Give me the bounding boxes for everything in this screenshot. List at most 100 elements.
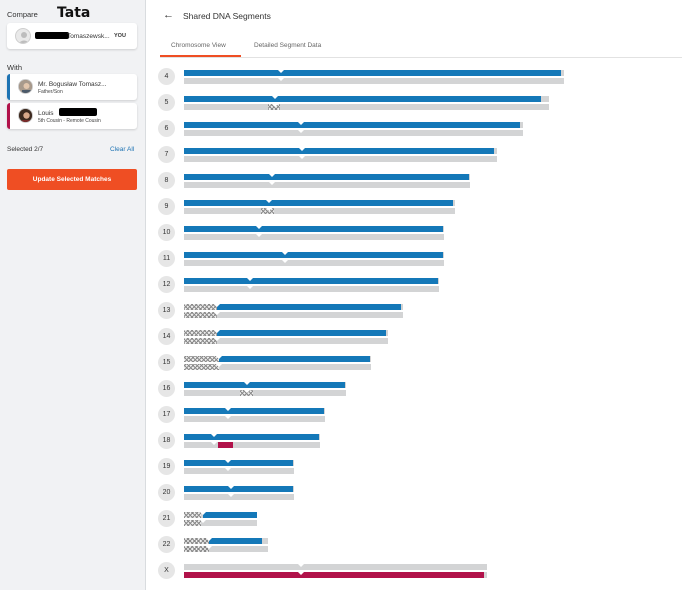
shared-segment-match-1[interactable] bbox=[184, 70, 561, 76]
shared-segment-match-1[interactable] bbox=[184, 486, 293, 492]
compare-sidebar: Compare Tata Tomaszewsk... YOU With Mr. … bbox=[0, 0, 146, 590]
no-data-region[interactable] bbox=[184, 312, 217, 318]
chromosome-label: 6 bbox=[158, 120, 175, 137]
shared-segment-match-2[interactable] bbox=[184, 572, 484, 578]
centromere-marker bbox=[200, 520, 206, 523]
chromosome-label: 18 bbox=[158, 432, 175, 449]
chromosome-bar[interactable] bbox=[184, 442, 320, 448]
handwritten-annotation: Tata bbox=[57, 5, 91, 21]
shared-segment-match-2[interactable] bbox=[218, 442, 233, 448]
match-relation: Father/Son bbox=[38, 89, 63, 95]
shared-segment-match-1[interactable] bbox=[184, 122, 520, 128]
no-data-region[interactable] bbox=[240, 390, 253, 396]
no-data-region[interactable] bbox=[261, 208, 274, 214]
shared-segment-match-1[interactable] bbox=[184, 460, 293, 466]
shared-segment-match-1[interactable] bbox=[217, 330, 386, 336]
no-data-region[interactable] bbox=[184, 304, 217, 310]
chromosome-label: 14 bbox=[158, 328, 175, 345]
chromosome-bar[interactable] bbox=[184, 104, 549, 110]
shared-segment-match-1[interactable] bbox=[209, 538, 262, 544]
chromosome-label: 15 bbox=[158, 354, 175, 371]
chromosome-bar[interactable] bbox=[184, 234, 444, 240]
centromere-marker bbox=[256, 226, 262, 229]
active-tab-indicator bbox=[160, 55, 241, 57]
centromere-marker bbox=[211, 442, 217, 445]
chromosome-bar[interactable] bbox=[184, 208, 455, 214]
shared-segment-match-1[interactable] bbox=[184, 148, 494, 154]
shared-segment-match-1[interactable] bbox=[184, 96, 541, 102]
with-label: With bbox=[7, 63, 22, 72]
chromosome-bar[interactable] bbox=[184, 182, 470, 188]
shared-segment-match-1[interactable] bbox=[217, 304, 401, 310]
centromere-marker bbox=[214, 312, 220, 315]
centromere-marker bbox=[216, 364, 222, 367]
centromere-marker bbox=[206, 546, 212, 549]
match-relation: 5th Cousin - Remote Cousin bbox=[38, 118, 101, 124]
centromere-marker bbox=[272, 96, 278, 99]
no-data-region[interactable] bbox=[184, 356, 219, 362]
no-data-region[interactable] bbox=[184, 538, 209, 544]
chromosome-bar[interactable] bbox=[184, 468, 294, 474]
match-card-1[interactable]: Mr. Bogusław Tomasz... Father/Son bbox=[7, 74, 137, 100]
centromere-marker bbox=[214, 304, 220, 307]
update-selected-matches-button[interactable]: Update Selected Matches bbox=[7, 169, 137, 190]
shared-segment-match-1[interactable] bbox=[219, 356, 370, 362]
back-arrow-icon[interactable]: ← bbox=[163, 9, 174, 21]
centromere-marker bbox=[225, 416, 231, 419]
match-name: Mr. Bogusław Tomasz... bbox=[38, 81, 107, 88]
shared-segment-match-1[interactable] bbox=[184, 174, 469, 180]
centromere-marker bbox=[206, 538, 212, 541]
no-data-region[interactable] bbox=[184, 338, 217, 344]
centromere-marker bbox=[244, 382, 250, 385]
clear-all-link[interactable]: Clear All bbox=[110, 146, 135, 153]
shared-segment-match-1[interactable] bbox=[184, 226, 443, 232]
chromosome-bar[interactable] bbox=[184, 260, 444, 266]
you-card[interactable]: Tomaszewsk... YOU bbox=[7, 23, 137, 49]
tab-chromosome-view[interactable]: Chromosome View bbox=[171, 42, 226, 49]
chromosome-label: 13 bbox=[158, 302, 175, 319]
no-data-region[interactable] bbox=[268, 104, 280, 110]
no-data-region[interactable] bbox=[184, 546, 209, 552]
no-data-region[interactable] bbox=[184, 520, 201, 526]
chromosome-label: 8 bbox=[158, 172, 175, 189]
chromosome-label: 22 bbox=[158, 536, 175, 553]
chromosome-bar[interactable] bbox=[184, 520, 257, 526]
shared-segment-match-1[interactable] bbox=[184, 408, 324, 414]
centromere-marker bbox=[272, 104, 278, 107]
chromosome-bar[interactable] bbox=[184, 564, 487, 570]
match-card-2[interactable]: Louis 5th Cousin - Remote Cousin bbox=[7, 103, 137, 129]
shared-segment-match-1[interactable] bbox=[184, 382, 345, 388]
no-data-region[interactable] bbox=[184, 330, 217, 336]
chromosome-bar[interactable] bbox=[184, 416, 325, 422]
redacted-name bbox=[59, 108, 97, 116]
chromosome-bar[interactable] bbox=[184, 312, 403, 318]
chromosome-bar[interactable] bbox=[184, 130, 523, 136]
chromosome-bar[interactable] bbox=[184, 78, 564, 84]
chromosome-bar[interactable] bbox=[184, 338, 388, 344]
shared-segment-match-1[interactable] bbox=[184, 434, 319, 440]
chromosome-bar[interactable] bbox=[184, 286, 439, 292]
centromere-marker bbox=[228, 486, 234, 489]
shared-segment-match-1[interactable] bbox=[184, 252, 443, 258]
shared-segment-match-1[interactable] bbox=[203, 512, 257, 518]
chromosome-bar[interactable] bbox=[184, 494, 294, 500]
page-title: Shared DNA Segments bbox=[183, 11, 271, 21]
centromere-marker bbox=[298, 130, 304, 133]
chromosome-bar[interactable] bbox=[184, 390, 346, 396]
chromosome-label: 17 bbox=[158, 406, 175, 423]
match-name: Louis bbox=[38, 110, 54, 117]
chromosome-bar[interactable] bbox=[184, 364, 371, 370]
tab-detailed-segment-data[interactable]: Detailed Segment Data bbox=[254, 42, 322, 49]
centromere-marker bbox=[247, 278, 253, 281]
no-data-region[interactable] bbox=[184, 364, 219, 370]
chromosome-bar[interactable] bbox=[184, 546, 268, 552]
chromosome-bar[interactable] bbox=[184, 156, 497, 162]
centromere-marker bbox=[299, 156, 305, 159]
shared-segment-match-1[interactable] bbox=[184, 200, 453, 206]
chromosome-label: 16 bbox=[158, 380, 175, 397]
no-data-region[interactable] bbox=[184, 512, 201, 518]
chromosome-label: 21 bbox=[158, 510, 175, 527]
centromere-marker bbox=[256, 234, 262, 237]
shared-segment-match-1[interactable] bbox=[184, 278, 438, 284]
chromosome-label: 11 bbox=[158, 250, 175, 267]
